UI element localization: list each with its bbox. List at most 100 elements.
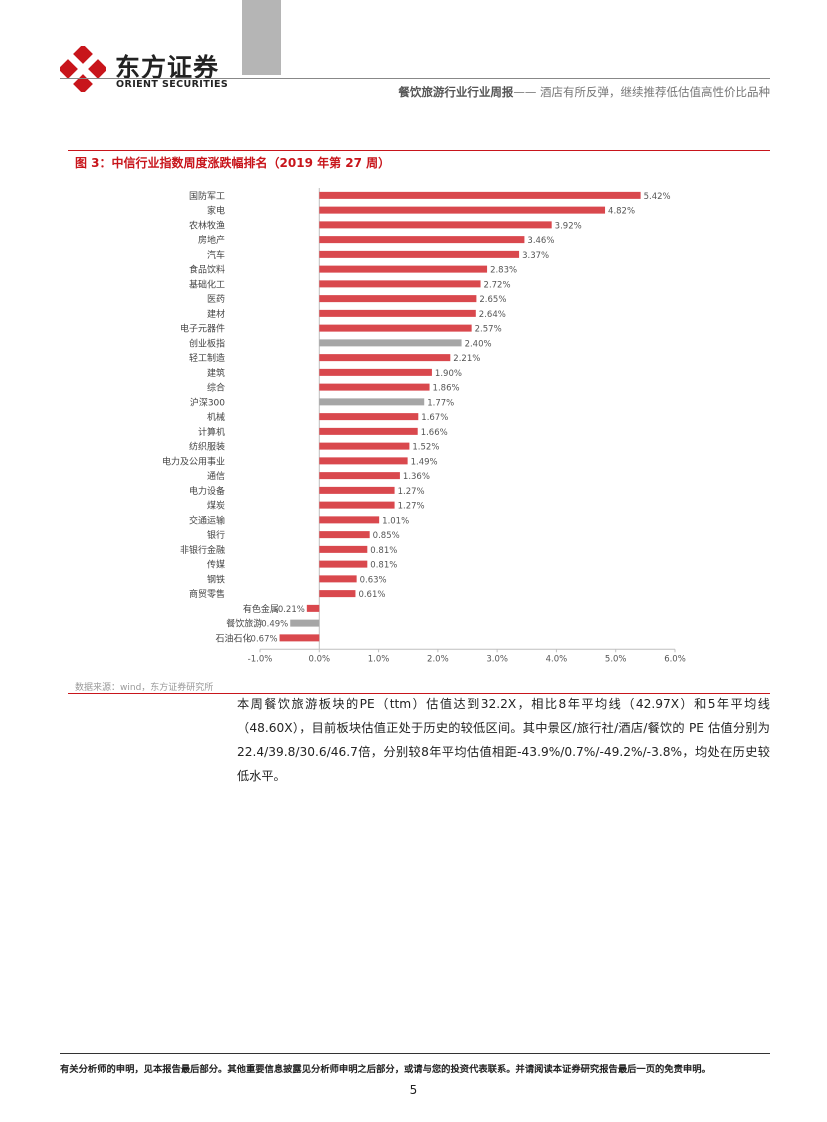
value-label: 1.67% <box>421 413 448 423</box>
chart-bar <box>319 339 462 347</box>
value-label: 1.66% <box>421 428 448 438</box>
category-label: 房地产 <box>198 234 225 246</box>
chart-bar <box>319 516 380 524</box>
category-label: 计算机 <box>198 426 225 438</box>
category-label: 交通运输 <box>189 514 225 526</box>
category-label: 非银行金融 <box>180 544 225 556</box>
chart-bar <box>319 236 525 244</box>
category-label: 电子元器件 <box>180 323 225 335</box>
x-tick-label: 5.0% <box>605 654 627 664</box>
body-paragraph: 本周餐饮旅游板块的PE（ttm）估值达到32.2X，相比8年平均线（42.97X… <box>237 697 770 783</box>
category-label: 建筑 <box>207 367 225 379</box>
category-label: 农林牧渔 <box>189 219 225 231</box>
figure-bottom-rule <box>68 693 770 694</box>
chart-bar <box>319 354 451 362</box>
category-label: 沪深300 <box>190 396 225 408</box>
value-label: 1.36% <box>403 472 430 482</box>
category-label: 医药 <box>207 294 225 305</box>
x-tick-label: 6.0% <box>664 654 686 664</box>
category-label: 家电 <box>207 205 225 217</box>
industry-ranking-chart: 国防军工 5.42% 家电 4.82% 农林牧渔 3.92% 房地产 3.46% 汽车 3.37%… <box>162 188 686 664</box>
category-label: 通信 <box>207 470 225 482</box>
category-label: 建材 <box>207 308 225 320</box>
value-label: 2.72% <box>484 280 511 290</box>
value-label: 2.83% <box>490 266 517 276</box>
chart-bar <box>319 442 410 450</box>
category-label: 创业板指 <box>189 337 225 349</box>
value-label: 5.42% <box>644 192 671 202</box>
header-gray-tab <box>242 0 281 75</box>
chart-bar <box>319 427 418 435</box>
figure-top-rule <box>68 150 770 151</box>
chart-bar <box>319 383 430 391</box>
chart-bar <box>306 604 320 612</box>
chart-bar <box>319 590 356 598</box>
value-label: 1.27% <box>398 487 425 497</box>
chart-bar <box>319 191 641 199</box>
chart-bar <box>319 398 425 406</box>
company-logo-icon <box>60 46 106 92</box>
chart-bar <box>319 295 477 303</box>
x-tick-label: 1.0% <box>368 654 390 664</box>
figure-source: 数据来源：wind，东方证券研究所 <box>75 683 214 693</box>
category-label: 汽车 <box>207 249 225 261</box>
value-label: 0.61% <box>358 590 385 600</box>
page-number: 5 <box>409 1083 418 1097</box>
footer-disclaimer: 有关分析师的申明，见本报告最后部分。其他重要信息披露见分析师申明之后部分，或请与… <box>60 1064 711 1075</box>
chart-bar <box>290 619 320 627</box>
value-label: 3.92% <box>555 221 582 231</box>
footer-divider <box>60 1053 770 1054</box>
chart-bar <box>319 560 368 568</box>
value-label: 4.82% <box>608 207 635 217</box>
value-label: 3.46% <box>527 236 554 246</box>
chart-bar <box>319 472 400 480</box>
value-label: 2.40% <box>465 339 492 349</box>
category-label: 银行 <box>207 529 225 541</box>
category-label: 国防军工 <box>189 190 225 202</box>
category-label: 石油石化 <box>216 632 252 644</box>
chart-bar <box>319 309 476 317</box>
chart-bar <box>319 265 488 273</box>
x-tick-label: 3.0% <box>486 654 508 664</box>
report-subtitle: —— 酒店有所反弹，继续推荐低估值高性价比品种 <box>513 85 770 99</box>
category-label: 电力及公用事业 <box>162 455 225 467</box>
chart-bar <box>319 221 552 229</box>
category-label: 传媒 <box>207 559 225 571</box>
value-label: -0.67% <box>247 634 277 644</box>
x-tick-label: 0.0% <box>308 654 330 664</box>
report-title: 餐饮旅游行业行业周报 <box>398 85 514 99</box>
value-label: 0.81% <box>370 561 397 571</box>
category-label: 轻工制造 <box>189 352 225 364</box>
category-label: 有色金属 <box>243 603 279 615</box>
value-label: 1.52% <box>412 443 439 453</box>
value-label: 1.27% <box>398 502 425 512</box>
header-divider <box>60 78 770 79</box>
chart-bar <box>319 575 357 583</box>
category-label: 综合 <box>207 382 225 394</box>
chart-bar <box>319 531 370 539</box>
value-label: -0.49% <box>258 620 288 630</box>
value-label: 3.37% <box>522 251 549 261</box>
x-tick-label: 2.0% <box>427 654 449 664</box>
category-label: 机械 <box>207 411 225 423</box>
chart-bar <box>319 324 472 332</box>
company-name-cn: 东方证券 <box>115 53 220 82</box>
category-label: 煤炭 <box>207 500 225 512</box>
chart-bar <box>319 486 395 494</box>
value-label: 2.65% <box>479 295 506 305</box>
x-tick-label: 4.0% <box>546 654 568 664</box>
value-label: 0.63% <box>360 575 387 585</box>
chart-bar <box>319 457 408 465</box>
value-label: 0.85% <box>373 531 400 541</box>
chart-bar <box>279 634 320 642</box>
value-label: -0.21% <box>275 605 305 615</box>
chart-bar <box>319 206 606 214</box>
chart-bar <box>319 545 368 553</box>
value-label: 2.21% <box>453 354 480 364</box>
category-label: 基础化工 <box>189 278 225 290</box>
report-header: 餐饮旅游行业行业周报—— 酒店有所反弹，继续推荐低估值高性价比品种 <box>398 84 770 100</box>
category-label: 电力设备 <box>189 485 225 497</box>
figure-caption: 图 3：中信行业指数周度涨跌幅排名（2019 年第 27 周） <box>75 156 391 170</box>
value-label: 1.86% <box>433 384 460 394</box>
category-label: 纺织服装 <box>189 441 225 453</box>
